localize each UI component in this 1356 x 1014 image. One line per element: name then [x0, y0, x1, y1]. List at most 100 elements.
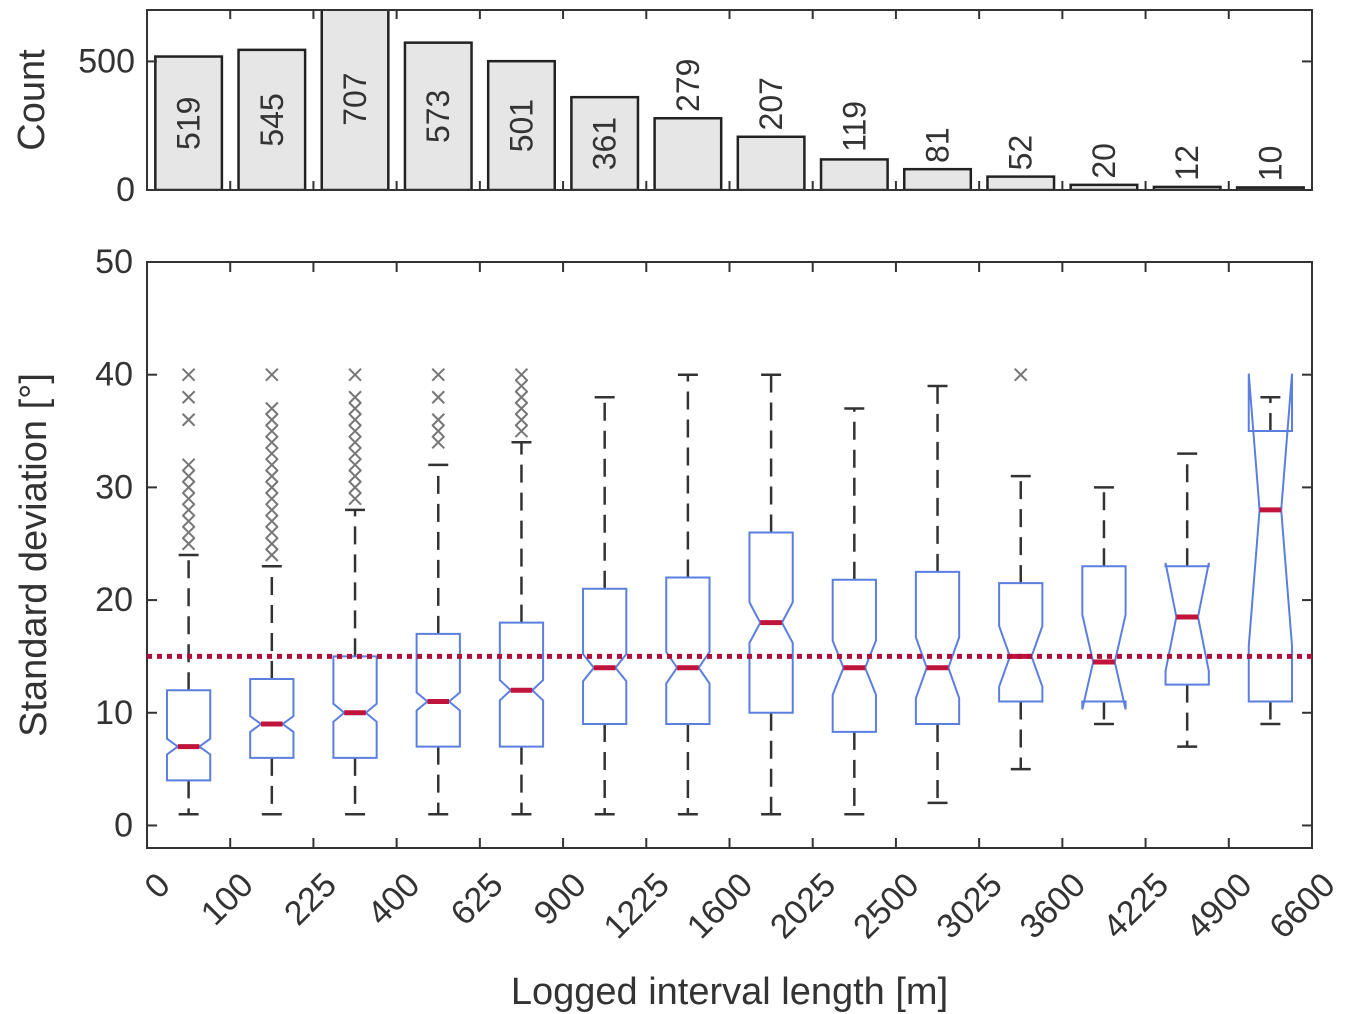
notched-box	[1247, 373, 1294, 703]
histogram-bar	[736, 135, 806, 190]
outlier-stroke	[181, 390, 196, 404]
outlier-marker	[265, 491, 279, 506]
outlier-stroke	[181, 367, 196, 382]
outlier-stroke	[514, 424, 529, 438]
outlier-marker	[348, 413, 362, 427]
bar-value-label: 81	[920, 127, 956, 163]
outlier-marker	[348, 491, 362, 506]
boxplot-item	[415, 367, 461, 816]
bar-value-label: 52	[1003, 135, 1039, 171]
boxplot-item	[831, 407, 877, 816]
boxplot-item	[165, 367, 212, 816]
notched-box	[914, 570, 961, 726]
outlier-marker	[265, 401, 279, 416]
outlier-stroke	[265, 367, 279, 382]
outlier-marker	[514, 413, 529, 427]
outlier-stroke	[265, 548, 279, 562]
outlier-stroke	[265, 525, 279, 540]
outlier-marker	[181, 525, 196, 540]
outlier-stroke	[348, 390, 362, 404]
histogram-bars	[154, 10, 1305, 190]
bar-value-label: 119	[836, 101, 872, 152]
y-axis-title: Count	[11, 49, 53, 151]
outlier-marker	[514, 424, 529, 438]
outlier-marker	[265, 514, 279, 528]
notched-box	[249, 677, 295, 759]
outlier-marker	[265, 469, 279, 483]
outlier-marker	[181, 503, 196, 517]
y-axis-title: Standard deviation [°]	[13, 373, 55, 737]
count-histogram-panel: 519 545 707 573 501 361 279 207 119 81 52 20 12 10 0 50…	[11, 9, 1313, 209]
boxplot-item	[582, 395, 628, 816]
x-tick-label: 100	[194, 866, 261, 933]
outlier-stroke	[265, 537, 279, 551]
outlier-marker	[265, 548, 279, 562]
boxplot-item	[1164, 452, 1210, 748]
outlier-stroke	[265, 413, 279, 427]
notched-box	[165, 689, 212, 782]
outlier-stroke	[265, 435, 279, 450]
x-axis-title: Logged interval length [m]	[511, 971, 948, 1013]
y-tick-label: 30	[95, 468, 133, 506]
outlier-marker	[265, 480, 279, 495]
outlier-stroke	[431, 424, 445, 438]
x-tick-label: 3025	[929, 866, 1009, 946]
boxplot-item	[748, 373, 794, 816]
y-tick-label: 20	[95, 581, 133, 619]
boxplot-item	[332, 367, 378, 816]
bar-value-label: 207	[753, 77, 789, 130]
boxplot-item	[998, 367, 1044, 771]
outlier-stroke	[181, 525, 196, 540]
outlier-marker	[181, 491, 196, 506]
outlier-stroke	[348, 367, 362, 382]
outlier-stroke	[181, 537, 196, 551]
histogram-bar	[154, 55, 224, 190]
outlier-marker	[348, 390, 362, 404]
bar-value-label: 545	[254, 93, 290, 146]
histogram-bar	[320, 10, 390, 190]
x-tick-label: 1225	[597, 866, 677, 946]
x-tick-label: 225	[277, 866, 344, 933]
outlier-marker	[1014, 367, 1028, 382]
outlier-stroke	[431, 390, 445, 404]
outlier-marker	[181, 390, 196, 404]
bar-value-label: 573	[420, 90, 456, 143]
outlier-stroke	[265, 446, 279, 461]
notched-box	[332, 655, 378, 759]
outlier-marker	[431, 435, 445, 450]
outlier-stroke	[181, 480, 196, 495]
histogram-bar	[653, 117, 723, 190]
outlier-marker	[348, 424, 362, 438]
bar-value-label: 707	[337, 72, 373, 125]
x-tick-label: 2500	[846, 866, 926, 946]
outlier-marker	[348, 458, 362, 472]
outlier-stroke	[181, 458, 196, 472]
boxplot-item	[1081, 486, 1127, 726]
outlier-marker	[265, 503, 279, 517]
outlier-marker	[265, 424, 279, 438]
notched-box	[498, 621, 545, 748]
outlier-stroke	[431, 435, 445, 450]
histogram-bar	[1235, 186, 1305, 190]
boxplot-item	[665, 373, 711, 816]
outlier-marker	[431, 367, 445, 382]
y-tick-label: 0	[116, 171, 135, 209]
outlier-stroke	[181, 413, 196, 427]
outlier-marker	[431, 413, 445, 427]
y-tick-label: 500	[78, 42, 135, 80]
y-tick-label: 40	[95, 356, 133, 394]
outlier-stroke	[265, 514, 279, 528]
outlier-marker	[265, 446, 279, 461]
outlier-marker	[348, 367, 362, 382]
outlier-stroke	[348, 435, 362, 450]
boxplot-item	[498, 367, 545, 816]
outlier-stroke	[514, 379, 529, 393]
boxplot-item	[914, 384, 961, 805]
outlier-stroke	[265, 469, 279, 483]
outlier-marker	[181, 514, 196, 528]
bar-value-label: 361	[587, 117, 623, 170]
outlier-stroke	[348, 469, 362, 483]
x-tick-label: 0	[137, 866, 177, 906]
bar-value-label: 10	[1252, 146, 1288, 182]
outlier-marker	[348, 435, 362, 450]
